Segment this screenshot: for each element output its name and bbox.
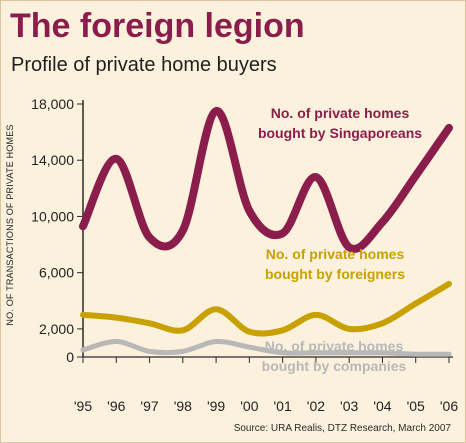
chart-title: The foreign legion: [10, 7, 305, 45]
series-annotation-1: No. of private homes bought by Singaporea…: [258, 105, 422, 141]
y-tick-label: 10,000: [31, 208, 74, 224]
x-tick-label: '96: [107, 398, 125, 414]
x-tick-label: '04: [373, 398, 391, 414]
chart-series-layer: [79, 107, 453, 357]
series-annotation-3: No. of private homes bought by companies: [262, 338, 407, 374]
x-tick-label: '01: [274, 398, 292, 414]
x-tick-label: '02: [307, 398, 325, 414]
y-axis-label: NO. OF TRANSACTIONS OF PRIVATE HOMES: [5, 124, 15, 325]
chart-axes: 0 2,000 6,000 10,000 14,000 18,000 '95 '96 '97 '9…: [5, 96, 458, 414]
x-tick-label: '99: [207, 398, 225, 414]
chart-header: The foreign legion Profile of private ho…: [1, 1, 465, 89]
series-annotation-line-3-1: No. of private homes: [265, 338, 404, 354]
series-line-1: [79, 107, 453, 253]
x-tick-label: '97: [140, 398, 158, 414]
x-tick-label: '03: [340, 398, 358, 414]
series-line-3: [80, 339, 452, 357]
series-annotation-text-3: No. of private homes bought by companies: [262, 338, 407, 374]
x-tick-label: '98: [174, 398, 192, 414]
chart-annotations-layer: No. of private homes bought by Singaporea…: [258, 105, 422, 374]
x-tick-label: '06: [440, 398, 458, 414]
y-tick-label: 6,000: [39, 265, 74, 281]
series-annotation-line-1-1: No. of private homes: [271, 105, 410, 121]
series-annotation-line-2-2: bought by foreigners: [265, 266, 405, 282]
series-annotation-text-1: No. of private homes bought by Singaporea…: [258, 105, 422, 141]
x-tick-label: '00: [240, 398, 258, 414]
source-note: Source: URA Realis, DTZ Research, March …: [233, 423, 451, 434]
series-annotation-text-2: No. of private homes bought by foreigners: [265, 246, 405, 282]
series-annotation-line-1-2: bought by Singaporeans: [258, 125, 422, 141]
y-tick-label: 14,000: [31, 152, 74, 168]
series-line-2: [80, 280, 452, 337]
series-annotation-line-3-2: bought by companies: [262, 358, 407, 374]
y-tick-label: 18,000: [31, 96, 74, 112]
y-tick-label: 0: [66, 349, 74, 365]
chart-subtitle: Profile of private home buyers: [11, 54, 277, 76]
x-tick-label: '95: [74, 398, 92, 414]
y-tick-label: 2,000: [39, 321, 74, 337]
x-tick-label: '05: [407, 398, 425, 414]
series-annotation-line-2-1: No. of private homes: [266, 246, 405, 262]
series-annotation-2: No. of private homes bought by foreigners: [265, 246, 405, 282]
